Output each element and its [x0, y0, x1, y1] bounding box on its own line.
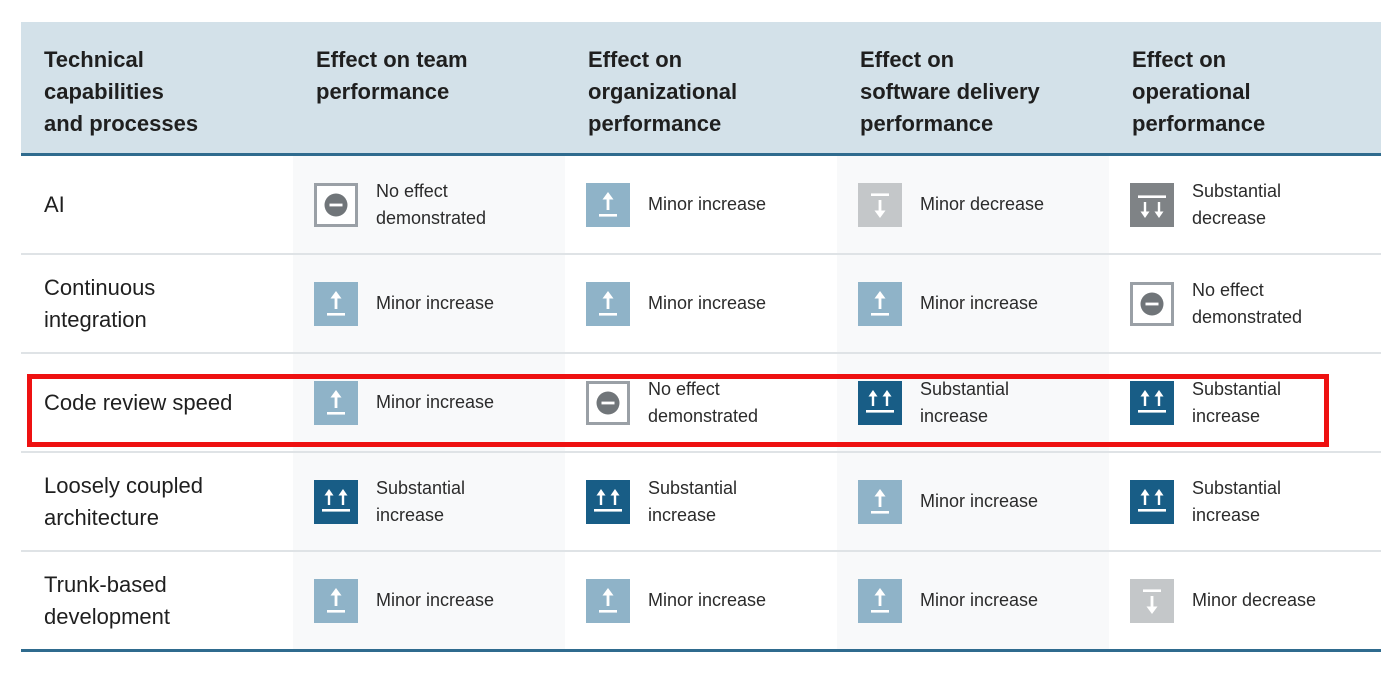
substantial-increase-icon [1130, 479, 1174, 524]
minor-increase-icon [586, 578, 630, 623]
substantial-increase-icon [1130, 380, 1174, 425]
minor-increase-icon [314, 578, 358, 623]
table-cell: Minor increase [565, 255, 837, 352]
table-cell: Minor increase [837, 255, 1109, 352]
minor-decrease-icon [858, 182, 902, 227]
effect-label: Substantial increase [1192, 378, 1282, 426]
table-cell: Minor increase [837, 453, 1109, 550]
effect-label: Minor increase [376, 590, 495, 610]
no-effect-icon [1130, 281, 1174, 326]
table-header: Technical capabilities and processes Eff… [21, 22, 1381, 156]
header-team-performance: Effect on team performance [316, 47, 468, 104]
effect-label: Minor decrease [920, 194, 1045, 214]
minor-increase-icon [314, 281, 358, 326]
table-row: AI No effect demonstrated Minor increase … [21, 156, 1381, 255]
table-cell: Minor increase [837, 552, 1109, 649]
minor-increase-icon [858, 578, 902, 623]
effect-label: Minor increase [920, 491, 1039, 511]
row-label: Loosely coupled architecture [44, 472, 204, 530]
table-cell: Minor increase [293, 255, 565, 352]
effect-label: Minor decrease [1192, 590, 1317, 610]
effects-table: Technical capabilities and processes Eff… [21, 22, 1381, 652]
effect-label: No effect demonstrated [1192, 279, 1303, 327]
minor-decrease-icon [1130, 578, 1174, 623]
row-label: Trunk-based development [44, 571, 170, 629]
effect-label: Minor increase [376, 293, 495, 313]
no-effect-icon [314, 182, 358, 227]
row-label: AI [44, 191, 65, 217]
effect-label: Substantial increase [648, 477, 738, 525]
row-label: Code review speed [44, 389, 233, 415]
table-cell: Minor decrease [1109, 552, 1381, 649]
no-effect-icon [586, 380, 630, 425]
effect-label: Minor increase [648, 293, 767, 313]
effect-label: Substantial increase [376, 477, 466, 525]
table-cell: Minor increase [565, 552, 837, 649]
table-cell: Minor increase [293, 552, 565, 649]
effect-label: Minor increase [920, 590, 1039, 610]
minor-increase-icon [586, 182, 630, 227]
effect-label: No effect demonstrated [376, 180, 487, 228]
header-software-delivery-performance: Effect on software delivery performance [860, 47, 1040, 136]
effect-label: Substantial increase [1192, 477, 1282, 525]
table-body: AI No effect demonstrated Minor increase … [21, 156, 1381, 652]
effect-label: Minor increase [648, 590, 767, 610]
header-operational-performance: Effect on operational performance [1132, 47, 1266, 136]
substantial-decrease-icon [1130, 182, 1174, 227]
row-label: Continuous integration [44, 274, 156, 332]
table-cell: Minor decrease [837, 156, 1109, 253]
minor-increase-icon [858, 281, 902, 326]
table-cell: Substantial increase [1109, 354, 1381, 451]
header-capabilities: Technical capabilities and processes [44, 47, 199, 136]
table-row: Trunk-based development Minor increase Mi… [21, 552, 1381, 652]
table-row: Loosely coupled architecture Substantial i… [21, 453, 1381, 552]
table-cell: Substantial increase [837, 354, 1109, 451]
substantial-increase-icon [314, 479, 358, 524]
table-cell: Substantial increase [293, 453, 565, 550]
table-cell: No effect demonstrated [565, 354, 837, 451]
table-row: Code review speed Minor increase No effe… [21, 354, 1381, 453]
effect-label: Minor increase [648, 194, 767, 214]
table-cell: No effect demonstrated [1109, 255, 1381, 352]
table-cell: Substantial decrease [1109, 156, 1381, 253]
minor-increase-icon [858, 479, 902, 524]
effect-label: Minor increase [376, 392, 495, 412]
header-organizational-performance: Effect on organizational performance [588, 47, 738, 136]
effect-label: Minor increase [920, 293, 1039, 313]
table-cell: Substantial increase [1109, 453, 1381, 550]
table-cell: Minor increase [565, 156, 837, 253]
table-cell: No effect demonstrated [293, 156, 565, 253]
substantial-increase-icon [586, 479, 630, 524]
table-cell: Substantial increase [565, 453, 837, 550]
effect-label: No effect demonstrated [648, 378, 759, 426]
substantial-increase-icon [858, 380, 902, 425]
effect-label: Substantial increase [920, 378, 1010, 426]
minor-increase-icon [586, 281, 630, 326]
minor-increase-icon [314, 380, 358, 425]
effect-label: Substantial decrease [1192, 180, 1282, 228]
table-cell: Minor increase [293, 354, 565, 451]
table-row: Continuous integration Minor increase Min… [21, 255, 1381, 354]
